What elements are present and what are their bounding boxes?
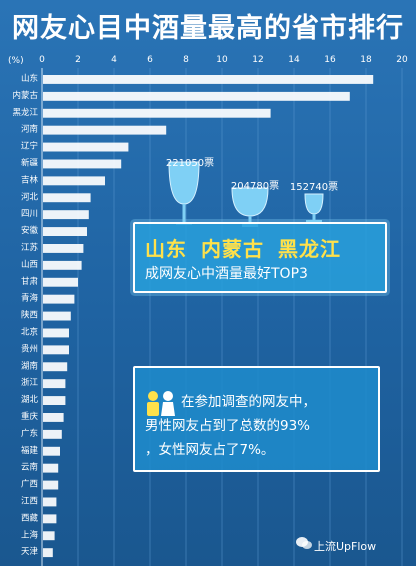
top3-second: 内蒙古 [201, 237, 264, 261]
category-label: 福建 [21, 445, 39, 456]
people-icon [147, 391, 175, 416]
x-tick-label: 12 [252, 55, 263, 65]
category-label: 天津 [21, 546, 39, 557]
unit-label: (%) [8, 56, 24, 66]
glass-stem [182, 204, 186, 222]
category-label: 河南 [21, 124, 38, 135]
category-label: 云南 [21, 462, 38, 473]
x-tick-label: 14 [288, 55, 300, 65]
category-label: 北京 [21, 327, 38, 338]
stat-line-3: ，女性网友占了7%。 [145, 442, 275, 458]
stat-line-1: 在参加调查的网友中， [181, 394, 316, 410]
bar [43, 531, 55, 541]
x-tick-label: 20 [396, 55, 408, 65]
bar [43, 429, 62, 439]
bar [43, 159, 122, 169]
bar [43, 210, 89, 220]
wine-glass-icon [304, 193, 324, 215]
category-label: 西藏 [21, 512, 39, 523]
x-tick-label: 4 [111, 55, 117, 65]
bar [43, 548, 53, 558]
category-label: 四川 [21, 209, 38, 219]
top3-subtitle: 成网友心中酒量最好TOP3 [145, 266, 308, 282]
category-label: 吉林 [21, 174, 39, 185]
glass-base [306, 220, 322, 223]
bar [43, 125, 167, 135]
bar [43, 142, 129, 152]
category-label: 广西 [21, 479, 38, 490]
bar [43, 75, 374, 84]
x-tick-label: 8 [183, 55, 189, 65]
category-label: 贵州 [21, 343, 38, 354]
top3-names: 山东 内蒙古 黑龙江 [145, 233, 355, 262]
wechat-icon [296, 537, 312, 549]
category-label: 甘肃 [21, 276, 39, 287]
category-label: 广东 [21, 428, 38, 439]
wine-glass-icon [231, 187, 269, 217]
vote-annotation: 152740票 [290, 181, 338, 193]
category-label: 黑龙江 [12, 107, 38, 118]
category-label: 新疆 [21, 158, 39, 169]
bar [43, 446, 60, 456]
x-tick-label: 18 [360, 55, 372, 65]
category-label: 上海 [21, 529, 39, 540]
category-label: 重庆 [21, 411, 39, 422]
category-label: 辽宁 [21, 141, 38, 152]
bar [43, 379, 66, 389]
bar [43, 91, 350, 101]
bar [43, 277, 78, 287]
x-tick-label: 2 [75, 55, 81, 65]
category-label: 内蒙古 [12, 90, 38, 101]
bar [43, 497, 57, 507]
watermark: 上流UpFlow [314, 540, 377, 553]
category-label: 江西 [21, 497, 38, 507]
top3-callout: 山东 内蒙古 黑龙江 成网友心中酒量最好TOP3 [133, 222, 387, 293]
bar [43, 480, 59, 490]
bar [43, 108, 271, 118]
chart-title: 网友心目中酒量最高的省市排行 [12, 13, 404, 44]
category-label: 湖北 [21, 395, 39, 405]
x-tick-label: 0 [39, 55, 45, 65]
bar [43, 294, 75, 304]
bar [43, 260, 82, 270]
vote-annotation: 204780票 [231, 180, 279, 192]
x-tick-label: 10 [216, 55, 228, 65]
category-label: 湖南 [21, 360, 38, 371]
bar [43, 463, 59, 473]
gender-stat-box: 在参加调查的网友中， 男性网友占到了总数的93% ，女性网友占了7%。 [133, 366, 380, 472]
bar [43, 396, 66, 405]
bar [43, 328, 69, 338]
bar [43, 413, 64, 422]
bar [43, 514, 57, 524]
glass-stem [248, 216, 252, 224]
category-label: 青海 [21, 293, 39, 304]
category-label: 河北 [21, 191, 39, 202]
bar [43, 345, 69, 355]
bar [43, 244, 84, 253]
category-label: 山西 [21, 259, 38, 270]
category-label: 陕西 [21, 310, 38, 321]
category-label: 浙江 [21, 377, 39, 388]
stat-line-2: 男性网友占到了总数的93% [145, 418, 311, 434]
bar [43, 227, 87, 236]
top3-third: 黑龙江 [278, 237, 341, 261]
bar [43, 176, 105, 186]
category-label: 山东 [21, 73, 38, 84]
category-label: 江苏 [21, 242, 39, 253]
x-tick-label: 16 [324, 55, 336, 65]
glass-stem [312, 214, 316, 220]
x-tick-label: 6 [147, 55, 153, 65]
bar [43, 311, 71, 321]
category-label: 安徽 [21, 225, 39, 236]
top3-first: 山东 [145, 237, 187, 261]
bar [43, 193, 91, 203]
wine-glass-icon [168, 161, 200, 205]
vote-annotation: 221050票 [166, 157, 214, 169]
bar [43, 362, 68, 372]
